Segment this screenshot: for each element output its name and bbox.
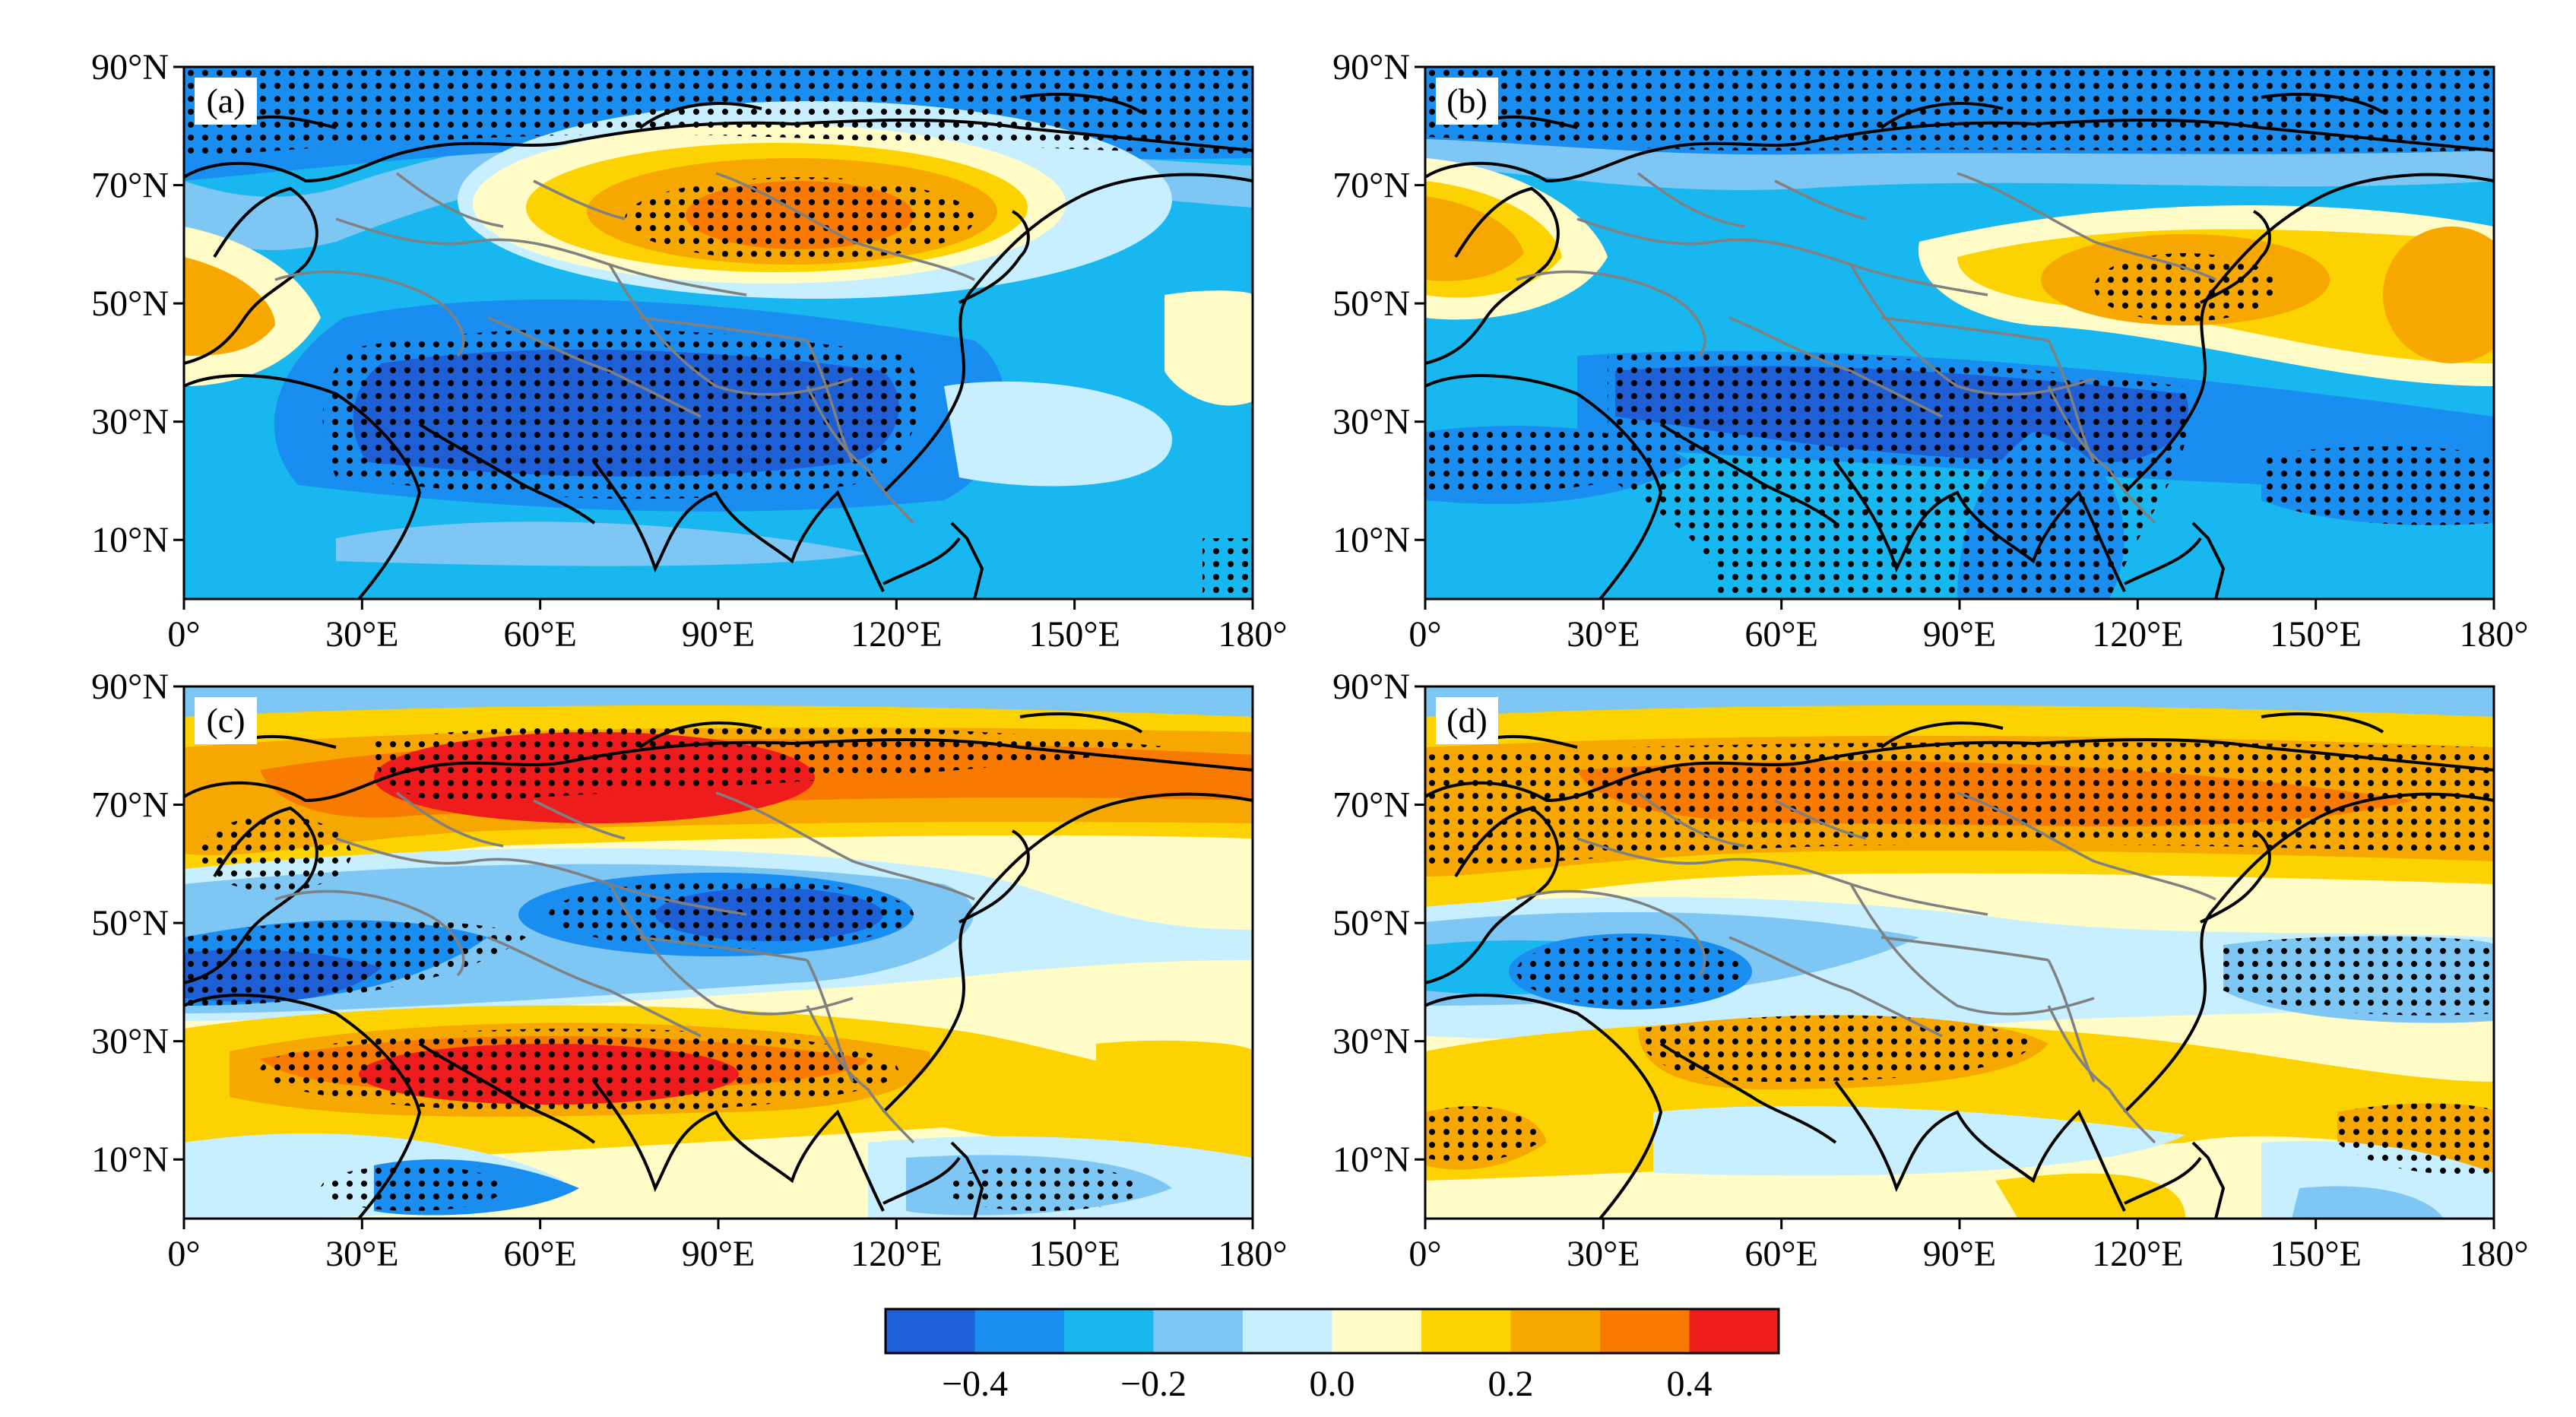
map-panel-c: (c) 90°N 70°N 50°N 30°N 10°N 0° 30°E 60°E 90°E 120… bbox=[91, 667, 1287, 1274]
lon-tick-label: 60°E bbox=[1744, 614, 1818, 655]
lon-tick-label: 180° bbox=[2459, 614, 2528, 655]
colorbar-tick-label: 0.2 bbox=[1488, 1364, 1534, 1404]
field-contours bbox=[184, 686, 1253, 1219]
lat-tick-label: 50°N bbox=[91, 903, 169, 943]
map-panel-a: (a) 90°N 70°N 50°N 30°N 10°N 0° 30°E 60°E 90°E 120… bbox=[91, 47, 1287, 655]
lon-tick-label: 60°E bbox=[1744, 1234, 1818, 1274]
lon-tick-label: 60°E bbox=[503, 614, 577, 655]
colorbar-frame bbox=[884, 1308, 1780, 1355]
field-contours bbox=[1425, 67, 2494, 599]
colorbar-swatch bbox=[1421, 1309, 1511, 1353]
colorbar-tick-label: 0.0 bbox=[1310, 1364, 1355, 1404]
lat-tick-label: 70°N bbox=[1332, 166, 1410, 206]
lon-tick-label: 150°E bbox=[1028, 1234, 1120, 1274]
lat-tick-label: 50°N bbox=[1332, 903, 1410, 943]
colorbar-swatch bbox=[886, 1309, 975, 1353]
colorbar-tick-label: 0.4 bbox=[1667, 1364, 1713, 1404]
lon-tick-label: 30°E bbox=[325, 1234, 399, 1274]
lat-tick-label: 90°N bbox=[91, 667, 169, 707]
panel-label: (b) bbox=[1446, 81, 1488, 120]
lon-tick-label: 180° bbox=[1218, 1234, 1287, 1274]
lat-tick-label: 70°N bbox=[1332, 785, 1410, 826]
lon-tick-label: 90°E bbox=[1923, 1234, 1997, 1274]
lon-tick-label: 30°E bbox=[1567, 614, 1640, 655]
panel-label-box bbox=[1436, 78, 1498, 125]
lat-tick-label: 90°N bbox=[1332, 667, 1410, 707]
lat-tick-label: 90°N bbox=[91, 47, 169, 87]
lat-tick-label: 70°N bbox=[91, 166, 169, 206]
lat-tick-label: 10°N bbox=[91, 1140, 169, 1180]
colorbar-swatch bbox=[974, 1309, 1065, 1353]
lat-tick-label: 10°N bbox=[91, 520, 169, 560]
lat-tick-label: 90°N bbox=[1332, 47, 1410, 87]
lon-tick-label: 0° bbox=[167, 1234, 200, 1274]
lon-tick-label: 120°E bbox=[851, 1234, 943, 1274]
lon-tick-label: 120°E bbox=[2092, 614, 2184, 655]
colorbar-swatch bbox=[1510, 1309, 1601, 1353]
panel-label: (c) bbox=[206, 701, 245, 740]
lon-tick-label: 30°E bbox=[325, 614, 399, 655]
panel-label-box bbox=[1436, 697, 1498, 744]
panel-label-box bbox=[195, 78, 257, 125]
lon-tick-label: 90°E bbox=[682, 614, 756, 655]
lon-tick-label: 120°E bbox=[2092, 1234, 2184, 1274]
lon-tick-label: 120°E bbox=[851, 614, 943, 655]
lat-tick-label: 30°N bbox=[91, 402, 169, 442]
lat-tick-label: 30°N bbox=[91, 1022, 169, 1062]
map-panel-d: (d) 90°N 70°N 50°N 30°N 10°N 0° 30°E 60°E 90°E 120… bbox=[1332, 667, 2528, 1274]
colorbar-swatch bbox=[1600, 1309, 1690, 1353]
lon-tick-label: 150°E bbox=[2270, 614, 2362, 655]
field-contours bbox=[184, 67, 1253, 599]
panel-label: (a) bbox=[206, 81, 245, 120]
lat-tick-label: 50°N bbox=[1332, 284, 1410, 324]
lon-tick-label: 180° bbox=[2459, 1234, 2528, 1274]
colorbar-swatch bbox=[1243, 1309, 1332, 1353]
panel-label-box bbox=[195, 697, 257, 744]
lat-tick-label: 10°N bbox=[1332, 1140, 1410, 1180]
lat-tick-label: 30°N bbox=[1332, 402, 1410, 442]
lon-tick-label: 0° bbox=[1408, 614, 1441, 655]
lon-tick-label: 150°E bbox=[1028, 614, 1120, 655]
colorbar-swatch bbox=[1064, 1309, 1154, 1353]
lat-tick-label: 50°N bbox=[91, 284, 169, 324]
lat-tick-label: 30°N bbox=[1332, 1022, 1410, 1062]
lon-tick-label: 0° bbox=[1408, 1234, 1441, 1274]
field-contours bbox=[1425, 686, 2494, 1219]
panel-label: (d) bbox=[1446, 701, 1488, 740]
lon-tick-label: 150°E bbox=[2270, 1234, 2362, 1274]
lon-tick-label: 60°E bbox=[503, 1234, 577, 1274]
lon-tick-label: 90°E bbox=[682, 1234, 756, 1274]
lat-tick-label: 10°N bbox=[1332, 520, 1410, 560]
colorbar-swatch bbox=[1689, 1309, 1779, 1353]
lon-tick-label: 90°E bbox=[1923, 614, 1997, 655]
lon-tick-label: 0° bbox=[167, 614, 200, 655]
colorbar-tick-label: −0.4 bbox=[942, 1364, 1008, 1404]
lon-tick-label: 180° bbox=[1218, 614, 1287, 655]
colorbar-swatch bbox=[1153, 1309, 1244, 1353]
colorbar-swatch bbox=[1332, 1309, 1422, 1353]
lat-tick-label: 70°N bbox=[91, 785, 169, 826]
colorbar: −0.4 −0.2 0.0 0.2 0.4 bbox=[884, 1308, 1780, 1404]
lon-tick-label: 30°E bbox=[1567, 1234, 1640, 1274]
colorbar-tick-label: −0.2 bbox=[1120, 1364, 1187, 1404]
map-panel-b: (b) 90°N 70°N 50°N 30°N 10°N 0° 30°E 60°E 90°E 120… bbox=[1332, 47, 2528, 655]
